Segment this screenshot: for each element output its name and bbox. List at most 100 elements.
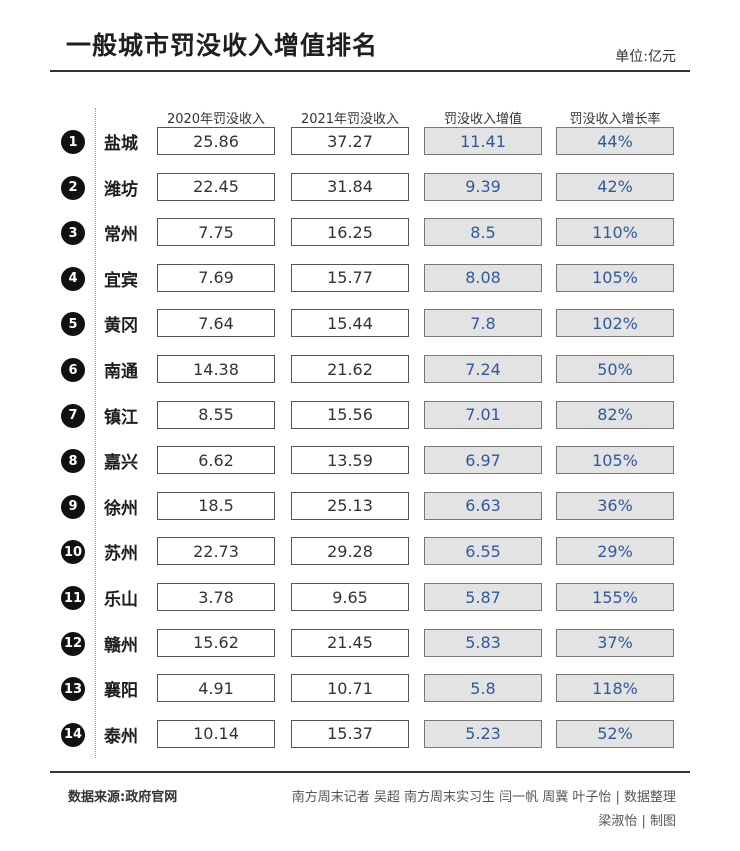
city-name: 黄冈 (104, 316, 138, 337)
bottom-rule (50, 771, 690, 773)
cell-growth-value: 42% (556, 172, 674, 201)
cell-2020-value: 22.73 (157, 537, 275, 566)
cell-2021-value: 25.13 (291, 491, 409, 520)
table-row: 2 潍坊 22.45 31.84 9.39 42% (0, 172, 740, 203)
cell-2021-value: 21.45 (291, 628, 409, 657)
city-name: 南通 (104, 362, 138, 382)
cell-increase-value: 5.23 (424, 719, 542, 748)
cell-increase-value: 8.08 (424, 263, 542, 292)
cell-2021-value: 15.44 (291, 309, 409, 338)
column-header-growth: 罚没收入增长率 (569, 112, 661, 127)
city-name: 潍坊 (104, 179, 138, 200)
cell-growth-value: 102% (556, 309, 674, 338)
credits-line-2: 梁淑怡 | 制图 (598, 814, 676, 829)
cell-growth-value: 105% (556, 263, 674, 292)
cell-2021-value: 16.25 (291, 218, 409, 247)
cell-2021-value: 21.62 (291, 355, 409, 383)
table-row: 1 盐城 25.86 37.27 11.41 44% (0, 127, 740, 157)
column-header-2021: 2021年罚没收入 (300, 112, 400, 127)
cell-2020-value: 10.14 (157, 719, 275, 748)
cell-2021-value: 29.28 (291, 537, 409, 566)
table-row: 10 苏州 22.73 29.28 6.55 29% (0, 537, 740, 567)
cell-2020-value: 7.64 (157, 309, 275, 338)
cell-growth-value: 44% (556, 127, 674, 155)
cell-growth-value: 29% (556, 537, 674, 566)
rank-badge: 4 (61, 266, 85, 291)
cell-2020-value: 4.91 (157, 674, 275, 703)
column-header-2020: 2020年罚没收入 (166, 112, 266, 127)
cell-increase-value: 7.8 (424, 309, 542, 338)
cell-increase-value: 5.8 (424, 674, 542, 703)
rank-badge: 7 (61, 403, 85, 428)
table-row: 8 嘉兴 6.62 13.59 6.97 105% (0, 446, 740, 476)
cell-increase-value: 5.87 (424, 583, 542, 611)
rank-badge: 3 (61, 221, 85, 246)
table-row: 9 徐州 18.5 25.13 6.63 36% (0, 491, 740, 522)
cell-increase-value: 11.41 (424, 127, 542, 155)
cell-2021-value: 9.65 (291, 583, 409, 611)
cell-increase-value: 6.55 (424, 537, 542, 566)
cell-2021-value: 15.56 (291, 400, 409, 429)
cell-growth-value: 110% (556, 218, 674, 247)
cell-2020-value: 22.45 (157, 172, 275, 201)
cell-2020-value: 25.86 (157, 127, 275, 155)
table-row: 11 乐山 3.78 9.65 5.87 155% (0, 583, 740, 613)
cell-increase-value: 5.83 (424, 628, 542, 657)
cell-growth-value: 105% (556, 446, 674, 475)
table-row: 7 镇江 8.55 15.56 7.01 82% (0, 400, 740, 431)
cell-increase-value: 6.63 (424, 491, 542, 520)
cell-2021-value: 31.84 (291, 172, 409, 201)
cell-growth-value: 50% (556, 355, 674, 383)
cell-2020-value: 14.38 (157, 355, 275, 383)
rank-badge: 5 (61, 312, 85, 337)
rank-badge: 2 (61, 175, 85, 200)
unit-label: 单位:亿元 (615, 49, 676, 65)
rank-badge: 10 (61, 540, 85, 565)
city-name: 嘉兴 (104, 453, 138, 474)
cell-increase-value: 9.39 (424, 172, 542, 201)
cell-increase-value: 8.5 (424, 218, 542, 247)
city-name: 襄阳 (104, 681, 138, 702)
cell-growth-value: 155% (556, 583, 674, 611)
cell-increase-value: 7.24 (424, 355, 542, 383)
city-name: 乐山 (104, 590, 138, 610)
table-row: 3 常州 7.75 16.25 8.5 110% (0, 218, 740, 248)
dotted-guide-line (95, 108, 96, 758)
city-name: 宜宾 (104, 270, 138, 291)
table-row: 12 赣州 15.62 21.45 5.83 37% (0, 628, 740, 659)
table-row: 5 黄冈 7.64 15.44 7.8 102% (0, 309, 740, 339)
cell-2021-value: 15.77 (291, 263, 409, 292)
rank-badge: 6 (61, 358, 85, 382)
cell-growth-value: 52% (556, 719, 674, 748)
city-name: 镇江 (104, 407, 138, 428)
city-name: 徐州 (104, 498, 138, 519)
cell-growth-value: 82% (556, 400, 674, 429)
column-header-increase: 罚没收入增值 (443, 112, 522, 127)
cell-2021-value: 13.59 (291, 446, 409, 475)
table-row: 6 南通 14.38 21.62 7.24 50% (0, 355, 740, 385)
rank-badge: 1 (61, 130, 85, 154)
table-row: 4 宜宾 7.69 15.77 8.08 105% (0, 263, 740, 294)
cell-increase-value: 6.97 (424, 446, 542, 475)
top-rule (50, 70, 690, 72)
cell-2020-value: 8.55 (157, 400, 275, 429)
cell-2020-value: 15.62 (157, 628, 275, 657)
cell-growth-value: 36% (556, 491, 674, 520)
cell-2021-value: 15.37 (291, 719, 409, 748)
cell-2020-value: 7.69 (157, 263, 275, 292)
city-name: 泰州 (104, 726, 138, 747)
credits-line-1: 南方周末记者 吴超 南方周末实习生 闫一帆 周冀 叶子怡 | 数据整理 (291, 790, 676, 805)
city-name: 赣州 (104, 635, 138, 656)
cell-2020-value: 18.5 (157, 491, 275, 520)
cell-2020-value: 7.75 (157, 218, 275, 247)
city-name: 苏州 (104, 544, 138, 565)
city-name: 常州 (104, 225, 138, 246)
rank-badge: 13 (61, 677, 85, 702)
rank-badge: 9 (61, 494, 85, 519)
cell-increase-value: 7.01 (424, 400, 542, 429)
cell-growth-value: 118% (556, 674, 674, 703)
table-row: 14 泰州 10.14 15.37 5.23 52% (0, 719, 740, 750)
cell-2021-value: 10.71 (291, 674, 409, 703)
cell-2020-value: 6.62 (157, 446, 275, 475)
city-name: 盐城 (104, 134, 138, 154)
